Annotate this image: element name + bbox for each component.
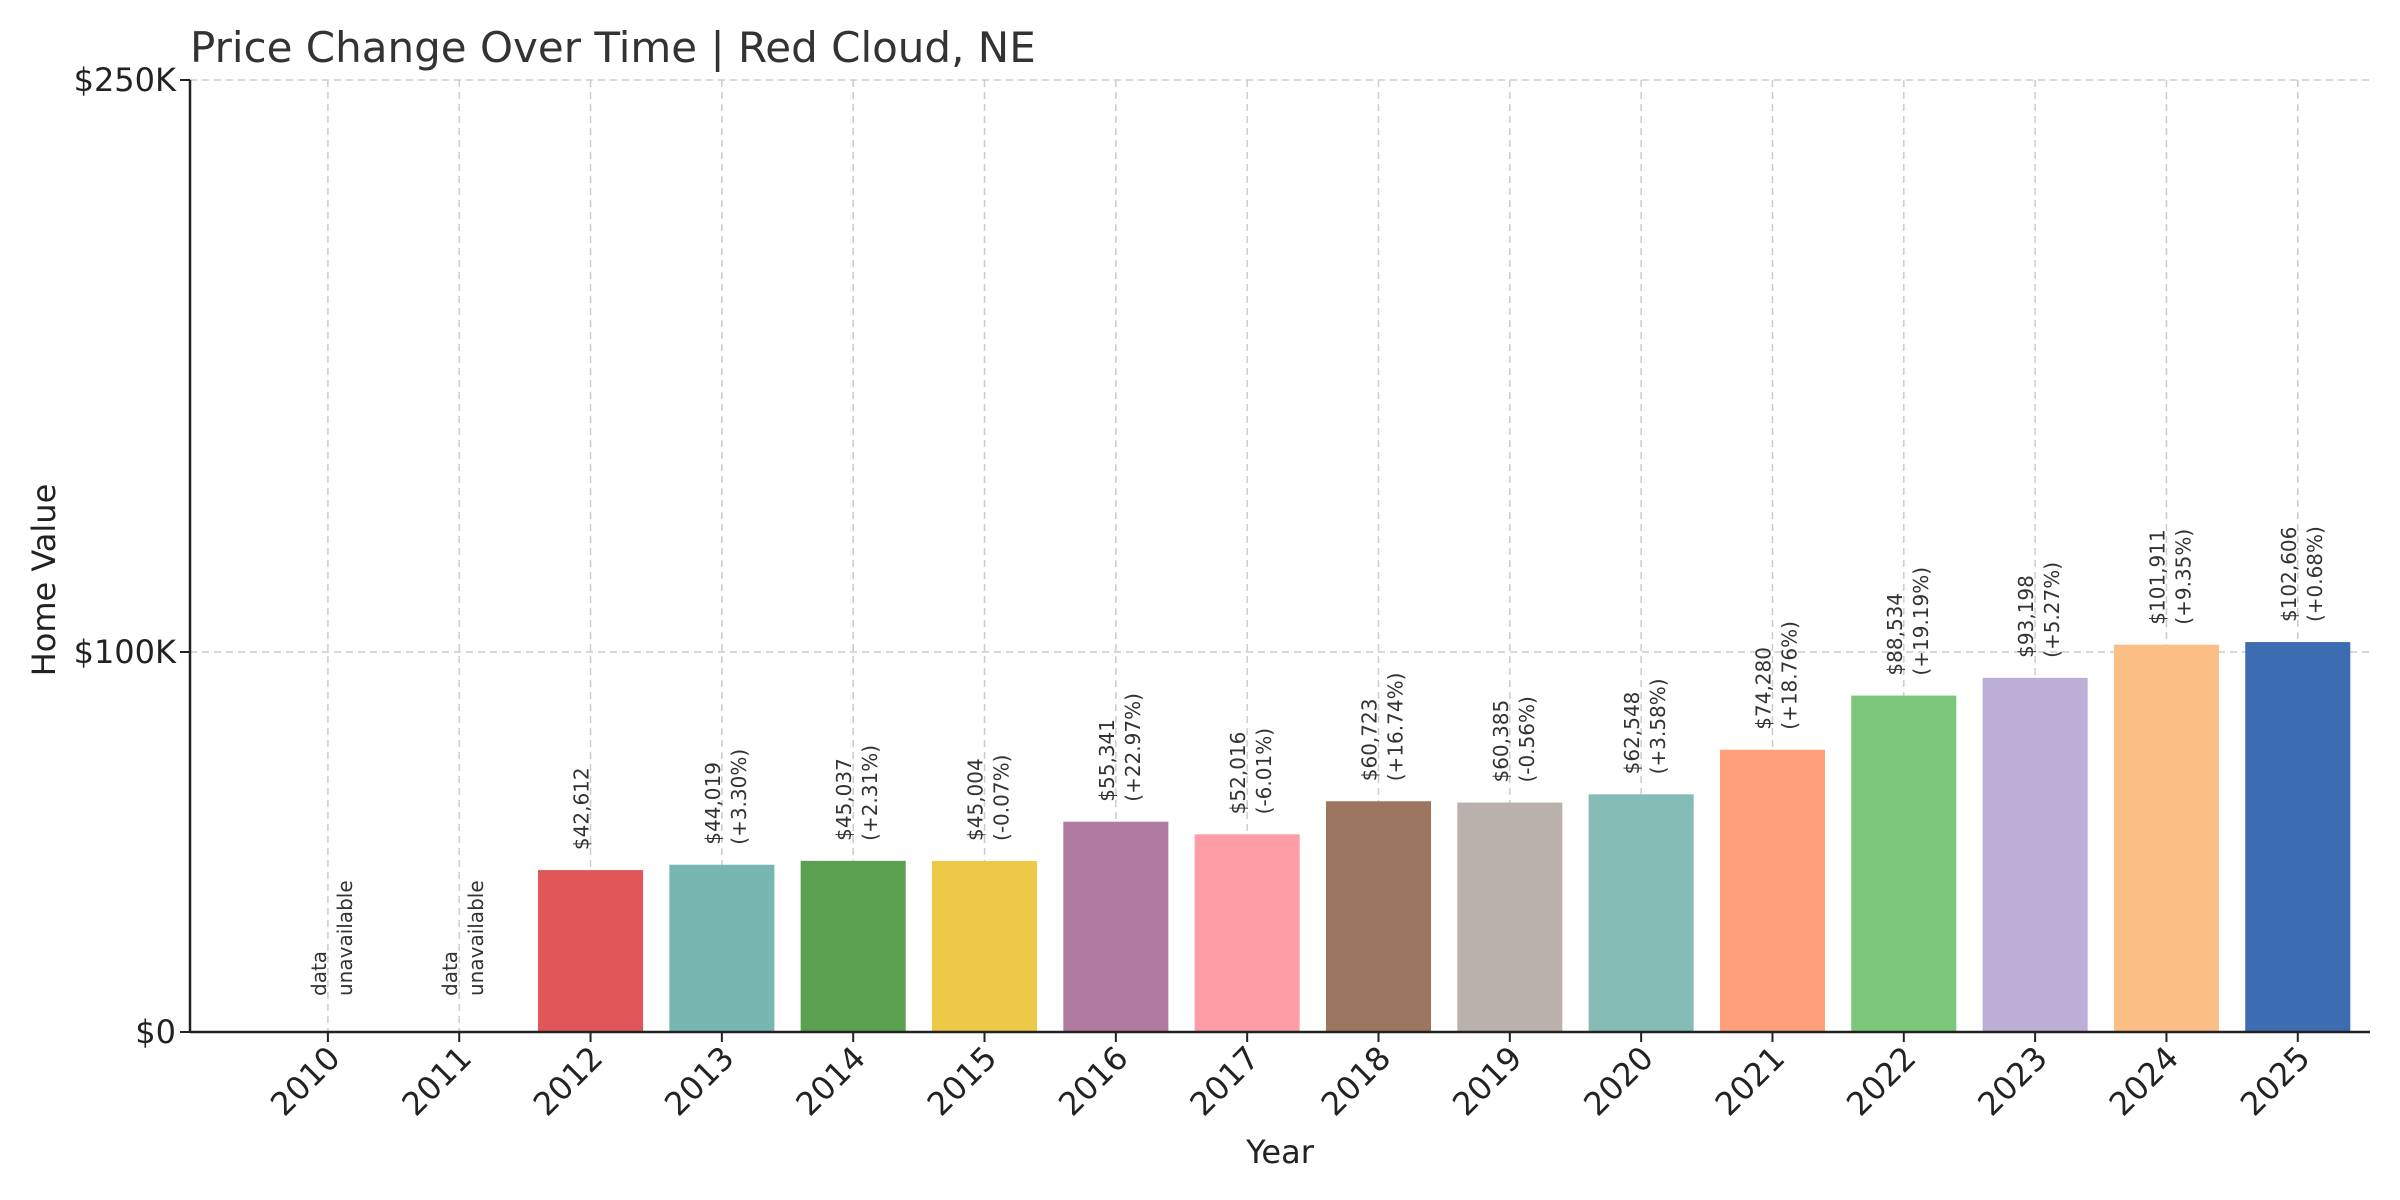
bar-change-label: (-6.01%) xyxy=(1252,728,1276,814)
bar-change-label: (+18.76%) xyxy=(1777,621,1801,730)
bar-change-label: (+5.27%) xyxy=(2040,562,2064,658)
bar-2024 xyxy=(2113,644,2219,1032)
y-axis-label: Home Value xyxy=(25,484,63,677)
x-tick-label: 2022 xyxy=(1839,1039,1923,1123)
x-tick-label: 2025 xyxy=(2233,1039,2317,1123)
x-tick-label: 2015 xyxy=(920,1039,1004,1123)
bar-2012 xyxy=(538,870,644,1032)
bar-value-label: $45,004 xyxy=(964,758,988,841)
bar-change-label: (+19.19%) xyxy=(1909,567,1933,676)
bar-value-label: $101,911 xyxy=(2145,529,2169,624)
bar-value-label: $60,723 xyxy=(1357,699,1381,782)
x-tick-label: 2020 xyxy=(1576,1039,1660,1123)
bar-value-label: $74,280 xyxy=(1751,647,1775,730)
bar-change-label: (+22.97%) xyxy=(1121,693,1145,802)
x-tick-label: 2023 xyxy=(1970,1039,2054,1123)
x-tick-label: 2011 xyxy=(394,1039,478,1123)
bar-change-label: (+16.74%) xyxy=(1383,673,1407,782)
bar-2022 xyxy=(1851,695,1957,1032)
bar-change-label: (+9.35%) xyxy=(2171,529,2195,625)
x-tick-label: 2019 xyxy=(1445,1039,1529,1123)
bar-change-label: (-0.07%) xyxy=(990,755,1014,841)
bar-change-label: (-0.56%) xyxy=(1515,696,1539,782)
bar-2019 xyxy=(1457,802,1563,1032)
x-tick-label: 2013 xyxy=(657,1039,741,1123)
x-tick-label: 2012 xyxy=(526,1039,610,1123)
y-tick-label: $0 xyxy=(135,1013,176,1051)
bar-value-label: $55,341 xyxy=(1095,719,1119,802)
bar-2013 xyxy=(669,864,775,1032)
bar-change-label: (+0.68%) xyxy=(2303,526,2327,622)
x-tick-label: 2016 xyxy=(1051,1039,1135,1123)
data-unavailable-label: data xyxy=(307,951,331,996)
bar-value-label: $60,385 xyxy=(1489,700,1513,783)
bar-value-label: $44,019 xyxy=(701,762,725,845)
data-unavailable-label: data xyxy=(438,951,462,996)
bar-2023 xyxy=(1982,677,2088,1032)
x-tick-label: 2018 xyxy=(1314,1039,1398,1123)
x-tick-label: 2024 xyxy=(2102,1039,2186,1123)
bar-value-label: $93,198 xyxy=(2014,575,2038,658)
bar-change-label: (+3.58%) xyxy=(1646,678,1670,774)
bar-change-label: (+3.30%) xyxy=(727,749,751,845)
bar-2015 xyxy=(931,860,1038,1032)
data-unavailable-label: unavailable xyxy=(333,880,357,996)
bar-2014 xyxy=(800,860,906,1032)
x-tick-label: 2021 xyxy=(1708,1039,1792,1123)
bar-2021 xyxy=(1719,749,1825,1032)
x-tick-label: 2014 xyxy=(788,1039,872,1123)
bar-2017 xyxy=(1194,834,1300,1032)
x-tick-label: 2010 xyxy=(263,1039,347,1123)
x-axis-label: Year xyxy=(1245,1133,1315,1171)
bar-2025 xyxy=(2245,642,2351,1032)
bar-value-label: $52,016 xyxy=(1226,732,1250,815)
x-tick-label: 2017 xyxy=(1182,1039,1266,1123)
bar-value-label: $62,548 xyxy=(1620,692,1644,775)
bar-2018 xyxy=(1325,801,1432,1032)
chart-title: Price Change Over Time | Red Cloud, NE xyxy=(190,23,1036,72)
bar-labels-layer: data unavailable data unavailable$42,612 $44… xyxy=(307,526,2327,996)
bar-value-label: $45,037 xyxy=(832,758,856,841)
bar-2020 xyxy=(1588,794,1694,1032)
y-tick-label: $100K xyxy=(74,633,177,671)
bar-change-label: (+2.31%) xyxy=(858,745,882,841)
bar-value-label: $88,534 xyxy=(1883,593,1907,676)
bar-value-label: $42,612 xyxy=(570,767,594,850)
bar-2016 xyxy=(1063,821,1169,1032)
y-tick-label: $250K xyxy=(74,61,177,99)
bar-value-label: $102,606 xyxy=(2277,527,2301,622)
data-unavailable-label: unavailable xyxy=(464,880,488,996)
bars-layer xyxy=(538,642,2351,1032)
